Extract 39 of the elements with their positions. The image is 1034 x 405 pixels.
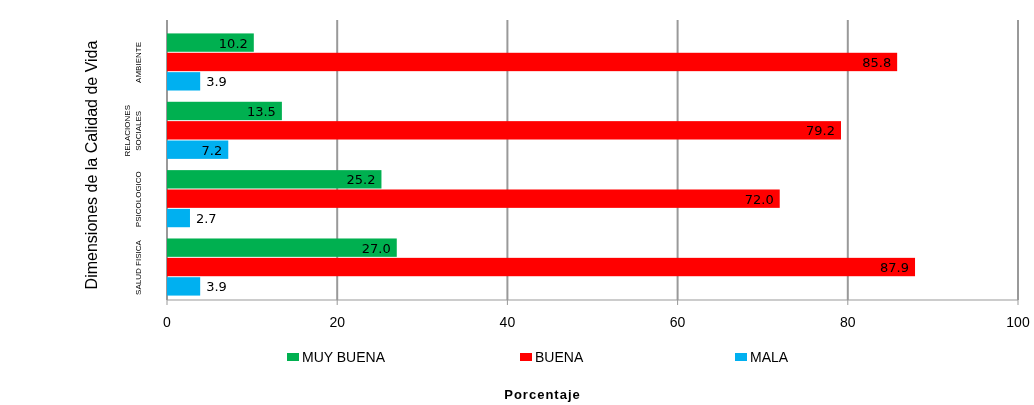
y-axis-title: Dimensiones de la Calidad de Vida — [83, 40, 100, 290]
data-label: 10.2 — [218, 35, 248, 51]
bar — [167, 170, 382, 189]
legend-label: MALA — [750, 349, 789, 365]
x-tick-label: 40 — [499, 314, 516, 330]
x-tick-label: 20 — [329, 314, 346, 330]
bar — [167, 208, 190, 228]
bar — [167, 238, 397, 257]
bar — [167, 101, 282, 121]
data-label: 27.0 — [361, 240, 391, 256]
y-tick-label: AMBIENTE — [134, 42, 143, 83]
bar — [167, 33, 254, 52]
data-label: 3.9 — [206, 74, 227, 90]
data-label: 72.0 — [744, 191, 774, 207]
data-label: 79.2 — [806, 123, 835, 139]
data-label: 7.2 — [201, 142, 223, 158]
bar — [167, 121, 841, 140]
bar — [167, 72, 201, 91]
x-tick-label: 100 — [1006, 314, 1030, 330]
bar — [167, 140, 229, 159]
y-tick-label: RELACIONES SOCIALES — [123, 105, 143, 157]
bar — [167, 277, 201, 296]
bar — [167, 257, 916, 277]
legend-label: BUENA — [535, 349, 584, 365]
x-tick-label: 60 — [669, 314, 686, 330]
y-tick-label: PSICOLOGICO — [134, 171, 143, 228]
data-label: 87.9 — [880, 260, 910, 276]
data-label: 3.9 — [206, 279, 227, 295]
x-tick-label: 80 — [840, 314, 856, 330]
x-tick-label: 0 — [163, 314, 172, 330]
bar — [167, 52, 898, 72]
legend-label: MUY BUENA — [302, 349, 386, 365]
data-label: 85.8 — [862, 55, 892, 71]
x-axis-title: Porcentaje — [504, 387, 581, 402]
data-label: 13.5 — [246, 104, 276, 120]
bar — [167, 189, 780, 208]
data-label: 2.7 — [195, 211, 217, 227]
data-label: 25.2 — [346, 172, 376, 188]
y-tick-label: SALUD FISICA — [134, 239, 143, 295]
